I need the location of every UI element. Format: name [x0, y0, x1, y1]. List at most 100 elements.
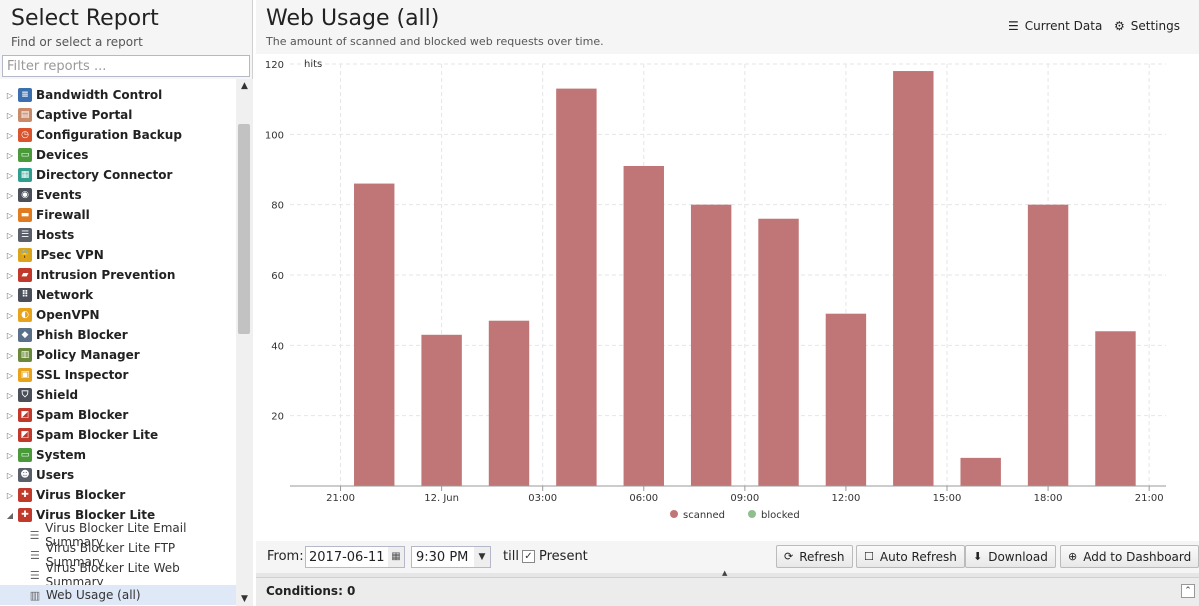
bar-scanned — [354, 183, 395, 487]
filter-reports-input[interactable] — [2, 55, 250, 77]
refresh-button[interactable]: ⟳ Refresh — [776, 545, 853, 568]
tree-item-spam-blocker-lite[interactable]: ▷ ◩ Spam Blocker Lite — [0, 425, 236, 445]
tree-item-virus-blocker[interactable]: ▷ ✚ Virus Blocker — [0, 485, 236, 505]
report-tree: ▷ ≡ Bandwidth Control ▷ ▤ Captive Portal ▷ ◷ Con… — [0, 79, 236, 606]
tree-item-users[interactable]: ▷ ☻ Users — [0, 465, 236, 485]
expanded-arrow-icon[interactable]: ◢ — [6, 510, 14, 520]
y-tick-label: 40 — [271, 341, 284, 352]
y-tick-label: 60 — [271, 271, 284, 282]
collapsed-arrow-icon[interactable]: ▷ — [6, 90, 14, 100]
download-button[interactable]: ⬇ Download — [965, 545, 1056, 568]
collapsed-arrow-icon[interactable]: ▷ — [6, 350, 14, 360]
expand-collapse-icon[interactable]: ⌃ — [1181, 584, 1195, 598]
till-label: till — [503, 549, 519, 564]
virus-blocker-icon: ✚ — [18, 488, 32, 502]
tree-item-directory-connector[interactable]: ▷ ▦ Directory Connector — [0, 165, 236, 185]
tree-item-ssl-inspector[interactable]: ▷ ▣ SSL Inspector — [0, 365, 236, 385]
tree-child-label: Virus Blocker Lite Email Summary — [45, 521, 187, 549]
current-data-button[interactable]: ☰ Current Data — [1008, 19, 1102, 33]
collapsed-arrow-icon[interactable]: ▷ — [6, 410, 14, 420]
tree-item-captive-portal[interactable]: ▷ ▤ Captive Portal — [0, 105, 236, 125]
scroll-down-arrow-icon[interactable]: ▼ — [241, 594, 248, 604]
collapsed-arrow-icon[interactable]: ▷ — [6, 430, 14, 440]
tree-item-policy-manager[interactable]: ▷ ▥ Policy Manager — [0, 345, 236, 365]
tree-item-virus-blocker-lite[interactable]: ◢ ✚ Virus Blocker Lite — [0, 505, 236, 525]
text-report-icon: ☰ — [29, 528, 40, 542]
collapsed-arrow-icon[interactable]: ▷ — [6, 210, 14, 220]
tree-item-bandwidth-control[interactable]: ▷ ≡ Bandwidth Control — [0, 85, 236, 105]
tree-child-item[interactable]: ▥ Web Usage (all) — [0, 585, 236, 605]
collapsed-arrow-icon[interactable]: ▷ — [6, 230, 14, 240]
tree-item-events[interactable]: ▷ ◉ Events — [0, 185, 236, 205]
x-tick-label: 12. Jun — [424, 493, 459, 504]
add-to-dashboard-label: Add to Dashboard — [1083, 549, 1192, 564]
collapsed-arrow-icon[interactable]: ▷ — [6, 330, 14, 340]
collapsed-arrow-icon[interactable]: ▷ — [6, 310, 14, 320]
tree-child-item[interactable]: ☰ Virus Blocker Lite FTP Summary — [0, 541, 236, 569]
present-checkbox[interactable]: ✓ — [522, 550, 535, 563]
panel-title: Select Report — [11, 6, 159, 31]
phish-blocker-icon: ◆ — [18, 328, 32, 342]
tree-item-system[interactable]: ▷ ▭ System — [0, 445, 236, 465]
tree-item-shield[interactable]: ▷ ⛉ Shield — [0, 385, 236, 405]
collapsed-arrow-icon[interactable]: ▷ — [6, 190, 14, 200]
hosts-icon: ☰ — [18, 228, 32, 242]
present-label: Present — [539, 549, 588, 564]
tree-item-openvpn[interactable]: ▷ ◐ OpenVPN — [0, 305, 236, 325]
tree-item-intrusion-prevention[interactable]: ▷ ▰ Intrusion Prevention — [0, 265, 236, 285]
tree-item-label: Spam Blocker — [36, 408, 129, 422]
x-tick-label: 21:00 — [1135, 493, 1164, 504]
bar-scanned — [1027, 204, 1069, 486]
chevron-down-icon[interactable]: ▼ — [474, 547, 490, 567]
collapsed-arrow-icon[interactable]: ▷ — [6, 390, 14, 400]
from-time-field[interactable] — [411, 546, 491, 568]
collapsed-arrow-icon[interactable]: ▷ — [6, 110, 14, 120]
collapsed-arrow-icon[interactable]: ▷ — [6, 470, 14, 480]
tree-item-hosts[interactable]: ▷ ☰ Hosts — [0, 225, 236, 245]
tree-scrollbar[interactable]: ▲ ▼ — [236, 79, 253, 606]
tree-item-label: SSL Inspector — [36, 368, 129, 382]
tree-item-phish-blocker[interactable]: ▷ ◆ Phish Blocker — [0, 325, 236, 345]
settings-button[interactable]: ⚙ Settings — [1114, 19, 1180, 33]
collapsed-arrow-icon[interactable]: ▷ — [6, 490, 14, 500]
tree-item-label: Events — [36, 188, 82, 202]
bar-scanned — [758, 218, 799, 486]
collapsed-arrow-icon[interactable]: ▷ — [6, 150, 14, 160]
collapsed-arrow-icon[interactable]: ▷ — [6, 370, 14, 380]
collapsed-arrow-icon[interactable]: ▷ — [6, 130, 14, 140]
tree-child-item[interactable]: ☰ Virus Blocker Lite Web Summary — [0, 561, 236, 589]
configuration-backup-icon: ◷ — [18, 128, 32, 142]
tree-item-firewall[interactable]: ▷ ▬ Firewall — [0, 205, 236, 225]
tree-item-label: Virus Blocker — [36, 488, 126, 502]
report-main-panel: Web Usage (all) The amount of scanned an… — [256, 0, 1199, 606]
tree-item-label: Phish Blocker — [36, 328, 128, 342]
tree-item-ipsec-vpn[interactable]: ▷ 🔒 IPsec VPN — [0, 245, 236, 265]
collapsed-arrow-icon[interactable]: ▷ — [6, 170, 14, 180]
report-selector-panel: Select Report Find or select a report ▷ ≡… — [0, 0, 253, 606]
tree-item-devices[interactable]: ▷ ▭ Devices — [0, 145, 236, 165]
panel-splitter[interactable]: ▲ — [256, 569, 1199, 577]
time-range-toolbar: From: ▦ ▼ till ✓ Present ⟳ Refresh ☐ Aut… — [256, 541, 1199, 573]
settings-label: Settings — [1130, 19, 1180, 33]
bar-scanned — [556, 88, 597, 486]
calendar-icon[interactable]: ▦ — [388, 547, 404, 567]
collapsed-arrow-icon[interactable]: ▷ — [6, 270, 14, 280]
tree-child-label: Web Usage (all) — [46, 588, 141, 602]
tree-item-spam-blocker[interactable]: ▷ ◩ Spam Blocker — [0, 405, 236, 425]
scroll-thumb[interactable] — [238, 124, 250, 334]
y-tick-label: 100 — [265, 130, 284, 141]
collapsed-arrow-icon[interactable]: ▷ — [6, 250, 14, 260]
tree-item-network[interactable]: ▷ ⠿ Network — [0, 285, 236, 305]
add-to-dashboard-button[interactable]: ⊕ Add to Dashboard — [1060, 545, 1199, 568]
chevron-up-icon[interactable]: ▲ — [722, 569, 728, 577]
legend-label-scanned: scanned — [683, 510, 725, 521]
auto-refresh-button[interactable]: ☐ Auto Refresh — [856, 545, 965, 568]
tree-item-configuration-backup[interactable]: ▷ ◷ Configuration Backup — [0, 125, 236, 145]
from-date-field[interactable] — [305, 546, 405, 568]
bar-scanned — [421, 334, 462, 486]
tree-child-item[interactable]: ☰ Virus Blocker Lite Email Summary — [0, 521, 236, 549]
scroll-up-arrow-icon[interactable]: ▲ — [241, 81, 248, 91]
collapsed-arrow-icon[interactable]: ▷ — [6, 450, 14, 460]
collapsed-arrow-icon[interactable]: ▷ — [6, 290, 14, 300]
x-tick-label: 09:00 — [730, 493, 759, 504]
